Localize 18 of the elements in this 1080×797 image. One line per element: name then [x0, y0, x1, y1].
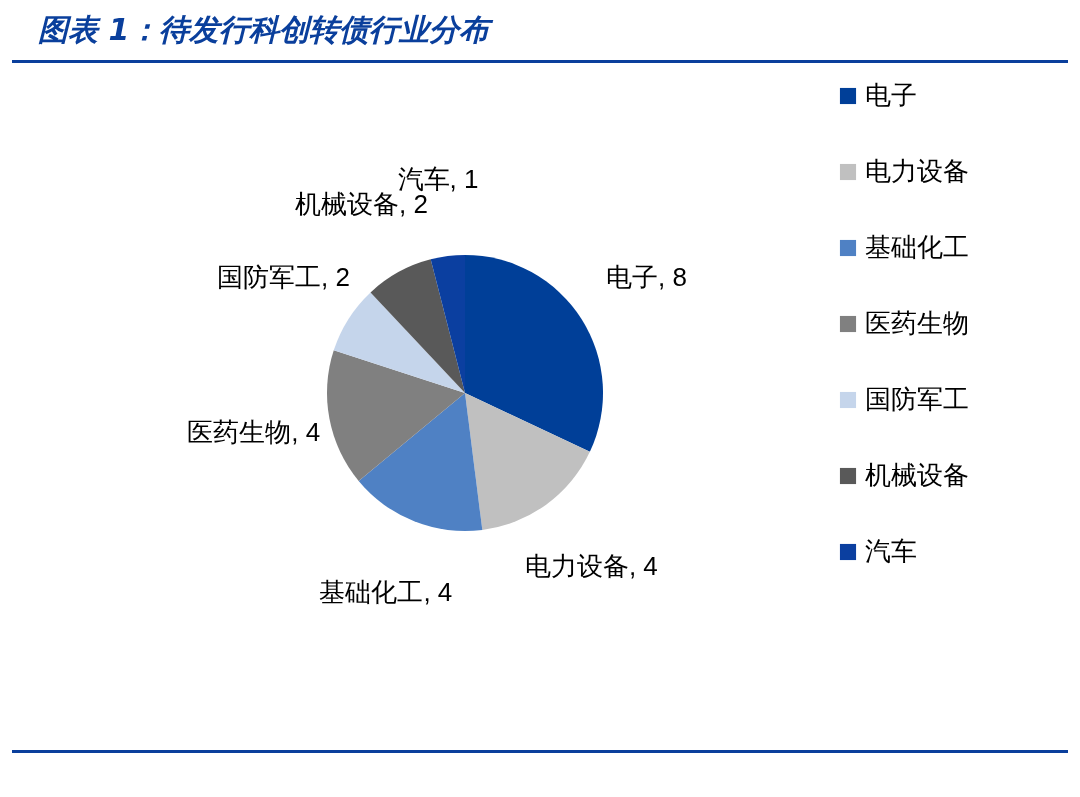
pie-slice	[370, 259, 465, 393]
category-label: 医药生物, 4	[187, 417, 321, 448]
legend-label: 汽车	[865, 536, 917, 566]
legend-label: 国防军工	[865, 384, 969, 414]
legend-label: 基础化工	[865, 232, 969, 262]
pie-slice	[333, 292, 465, 393]
chart-title: 图表 1：待发行科创转债行业分布	[12, 8, 1068, 63]
legend-label: 电子	[865, 80, 917, 110]
pie-slice	[327, 350, 465, 481]
pie-slice	[465, 393, 590, 530]
legend-label: 电力设备	[865, 156, 969, 186]
legend-label: 机械设备	[865, 460, 969, 490]
pie-slice	[358, 393, 483, 531]
category-label: 国防军工, 2	[217, 261, 350, 292]
category-label: 电子, 8	[606, 261, 687, 292]
category-label: 基础化工, 4	[319, 576, 453, 607]
legend-label: 医药生物	[865, 308, 969, 338]
category-label: 电力设备, 4	[524, 550, 658, 581]
